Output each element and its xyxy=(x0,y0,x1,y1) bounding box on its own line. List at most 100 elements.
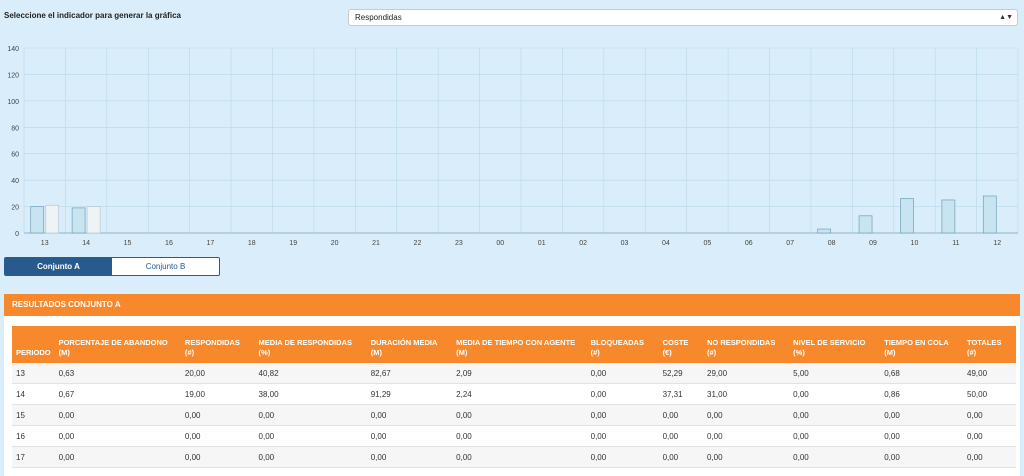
x-tick-label: 01 xyxy=(538,240,546,247)
table-cell: 0,00 xyxy=(254,446,367,468)
table-cell: 19,00 xyxy=(180,383,255,405)
table-cell: 2,09 xyxy=(452,363,587,384)
table-cell: 0,00 xyxy=(54,446,181,468)
indicator-label: Seleccione el indicador para generar la … xyxy=(4,11,181,20)
table-cell: 0,00 xyxy=(254,404,367,426)
column-header: RESPONDIDAS (#) xyxy=(180,326,255,363)
table-cell: 91,29 xyxy=(366,383,453,405)
table-row: 16 0,00 0,00 0,00 0,00 0,00 0,00 0,00 0,00 0,00 0,… xyxy=(12,425,1016,447)
table-cell: 14 xyxy=(12,383,55,405)
x-tick-label: 07 xyxy=(786,240,794,247)
y-tick-label: 80 xyxy=(11,125,19,132)
table-cell: 0,00 xyxy=(54,425,181,447)
table-cell: 0,00 xyxy=(366,404,453,426)
y-tick-label: 40 xyxy=(11,178,19,185)
results-table: PERIODO PORCENTAJE DE ABANDONO (M) RESPOND… xyxy=(12,326,1016,468)
column-header: PERIODO xyxy=(12,326,55,363)
table-row: 15 0,00 0,00 0,00 0,00 0,00 0,00 0,00 0,00 0,00 0,… xyxy=(12,404,1016,426)
table-cell: 0,00 xyxy=(366,446,453,468)
bar-series-b xyxy=(45,204,60,234)
table-cell: 0,00 xyxy=(963,446,1016,468)
table-cell: 2,24 xyxy=(452,383,587,405)
bar-series-a xyxy=(900,198,914,234)
table-cell: 0,00 xyxy=(452,425,587,447)
x-tick-label: 23 xyxy=(455,240,463,247)
x-tick-label: 16 xyxy=(165,240,173,247)
table-cell: 40,82 xyxy=(254,363,367,384)
x-tick-label: 05 xyxy=(703,240,711,247)
y-tick-label: 0 xyxy=(15,231,19,238)
x-tick-label: 04 xyxy=(662,240,670,247)
column-header: NIVEL DE SERVICIO (%) xyxy=(789,326,881,363)
indicator-selected-value: Respondidas xyxy=(355,13,402,22)
table-row: 17 0,00 0,00 0,00 0,00 0,00 0,00 0,00 0,00 0,00 0,… xyxy=(12,446,1016,468)
x-tick-label: 22 xyxy=(414,240,422,247)
conjunto-tabs: Conjunto A Conjunto B xyxy=(4,257,220,276)
table-cell: 20,00 xyxy=(180,363,255,384)
table-cell: 0,00 xyxy=(586,363,659,384)
table-cell: 0,67 xyxy=(54,383,181,405)
table-cell: 0,68 xyxy=(880,363,964,384)
x-tick-label: 20 xyxy=(331,240,339,247)
table-cell: 15 xyxy=(12,404,55,426)
table-cell: 0,00 xyxy=(963,404,1016,426)
x-tick-label: 19 xyxy=(289,240,297,247)
table-row: 14 0,67 19,00 38,00 91,29 2,24 0,00 37,31 31,00 0… xyxy=(12,383,1016,405)
x-tick-label: 00 xyxy=(496,240,504,247)
x-tick-label: 12 xyxy=(993,240,1001,247)
table-cell: 0,00 xyxy=(880,425,964,447)
table-cell: 38,00 xyxy=(254,383,367,405)
table-cell: 0,00 xyxy=(703,425,790,447)
column-header: TOTALES (#) xyxy=(963,326,1016,363)
table-cell: 0,00 xyxy=(703,404,790,426)
column-header: MEDIA DE RESPONDIDAS (%) xyxy=(254,326,367,363)
column-header: DURACIÓN MEDIA (M) xyxy=(366,326,453,363)
column-header: NO RESPONDIDAS (#) xyxy=(703,326,790,363)
column-header: PORCENTAJE DE ABANDONO (M) xyxy=(54,326,181,363)
table-cell: 37,31 xyxy=(658,383,703,405)
table-cell: 0,00 xyxy=(586,446,659,468)
table-cell: 17 xyxy=(12,446,55,468)
table-cell: 50,00 xyxy=(963,383,1016,405)
x-tick-label: 21 xyxy=(372,240,380,247)
bar-series-a xyxy=(71,207,86,234)
x-tick-label: 06 xyxy=(745,240,753,247)
table-cell: 82,67 xyxy=(366,363,453,384)
tab-conjunto-a[interactable]: Conjunto A xyxy=(5,258,112,275)
x-tick-label: 02 xyxy=(579,240,587,247)
table-cell: 0,00 xyxy=(789,383,881,405)
y-tick-label: 120 xyxy=(7,72,19,79)
column-header: BLOQUEADAS (#) xyxy=(586,326,659,363)
select-arrows-icon: ▲▼ xyxy=(999,14,1013,21)
results-panel: PERIODO PORCENTAJE DE ABANDONO (M) RESPOND… xyxy=(4,316,1020,476)
table-cell: 0,00 xyxy=(54,404,181,426)
table-cell: 0,86 xyxy=(880,383,964,405)
table-cell: 0,00 xyxy=(789,446,881,468)
y-tick-label: 100 xyxy=(7,99,19,106)
bar-series-a xyxy=(941,199,956,234)
results-title: RESULTADOS CONJUNTO A xyxy=(4,294,1020,316)
column-header: MEDIA DE TIEMPO CON AGENTE (M) xyxy=(452,326,587,363)
x-tick-label: 08 xyxy=(828,240,836,247)
column-header: TIEMPO EN COLA (M) xyxy=(880,326,964,363)
table-cell: 0,63 xyxy=(54,363,181,384)
table-cell: 0,00 xyxy=(366,425,453,447)
x-tick-label: 18 xyxy=(248,240,256,247)
table-cell: 0,00 xyxy=(180,446,255,468)
y-tick-label: 140 xyxy=(7,46,19,53)
tab-conjunto-b[interactable]: Conjunto B xyxy=(112,258,219,275)
table-cell: 0,00 xyxy=(963,425,1016,447)
x-tick-label: 03 xyxy=(621,240,629,247)
bar-series-b xyxy=(86,206,101,234)
table-cell: 0,00 xyxy=(789,404,881,426)
x-tick-label: 14 xyxy=(82,240,90,247)
table-cell: 52,29 xyxy=(658,363,703,384)
y-tick-label: 20 xyxy=(11,205,19,212)
table-cell: 0,00 xyxy=(254,425,367,447)
x-tick-label: 13 xyxy=(41,240,49,247)
table-cell: 29,00 xyxy=(703,363,790,384)
table-cell: 31,00 xyxy=(703,383,790,405)
table-cell: 0,00 xyxy=(586,404,659,426)
indicator-select[interactable]: Respondidas ▲▼ xyxy=(348,9,1018,26)
